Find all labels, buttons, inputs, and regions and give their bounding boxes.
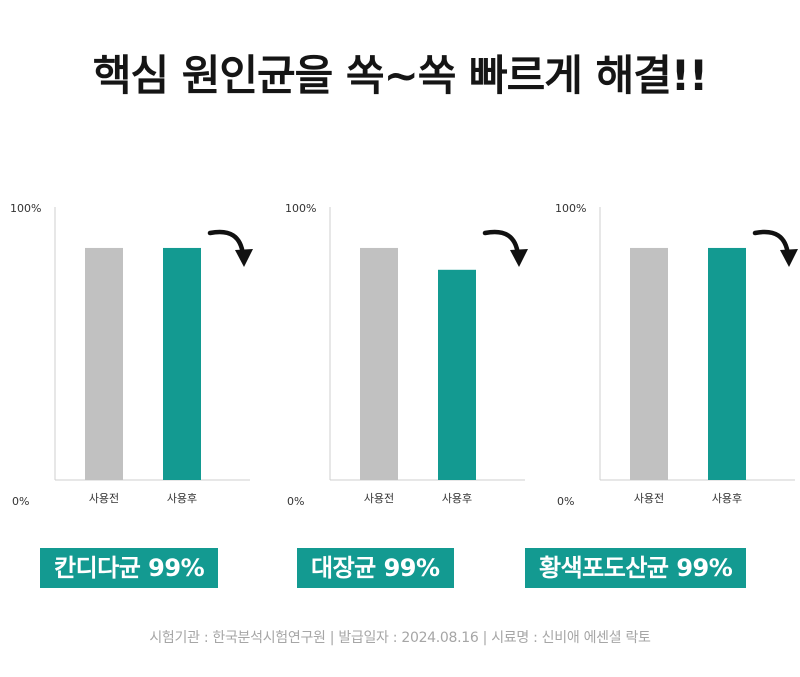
badge-candida: 칸디다균 99%	[40, 548, 219, 588]
chart-svg: 100% 0% 사용전 사용후	[10, 202, 253, 508]
chart-svg: 100% 0% 사용전 사용후	[285, 202, 528, 508]
bar-before	[630, 247, 668, 480]
x-category-label: 사용후	[167, 492, 197, 505]
y-tick-label-100: 100%	[10, 202, 41, 215]
x-category-label: 사용후	[442, 492, 472, 505]
x-category-label: 사용전	[364, 492, 394, 505]
bar-before	[85, 247, 123, 480]
test-source-footnote: 시험기관 : 한국분석시험연구원 | 발급일자 : 2024.08.16 | 시…	[149, 630, 651, 646]
headline: 핵심 원인균을 쏙~쏙 빠르게 해결!!	[92, 51, 708, 100]
curved-arrow-icon	[482, 229, 528, 267]
x-category-label: 사용전	[634, 492, 664, 505]
y-tick-label-0: 0%	[12, 495, 29, 508]
chart-staph: 100% 0% 사용전 사용후	[555, 195, 798, 525]
chart-ecoli: 100% 0% 사용전 사용후	[285, 195, 528, 525]
curved-arrow-icon	[752, 229, 798, 267]
bar-after	[163, 247, 201, 480]
x-category-label: 사용후	[712, 492, 742, 505]
y-tick-label-0: 0%	[287, 495, 304, 508]
bar-after	[438, 269, 476, 480]
badge-staph: 황색포도산균 99%	[525, 548, 747, 588]
bar-after	[708, 247, 746, 480]
chart-candida: 100% 0% 사용전 사용후	[10, 195, 253, 525]
curved-arrow-icon	[207, 229, 253, 267]
y-tick-label-0: 0%	[557, 495, 574, 508]
y-tick-label-100: 100%	[555, 202, 586, 215]
bar-before	[360, 247, 398, 480]
x-category-label: 사용전	[89, 492, 119, 505]
y-tick-label-100: 100%	[285, 202, 316, 215]
badge-ecoli: 대장균 99%	[297, 548, 454, 588]
chart-svg: 100% 0% 사용전 사용후	[555, 202, 798, 508]
